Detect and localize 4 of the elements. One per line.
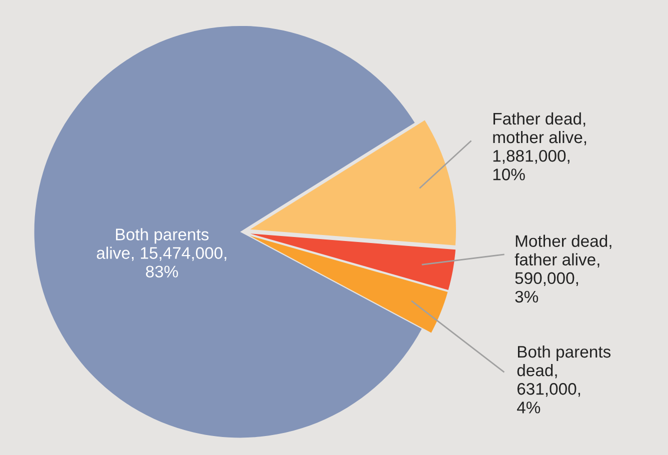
slice-label: Mother dead, father alive, 590,000, 3% [514, 234, 612, 303]
slice-label: Father dead, mother alive, 1,881,000, 10% [493, 112, 586, 180]
slice-label: Both parents alive, 15,474,000, 83% [96, 228, 226, 278]
slice-label: Both parents dead, 631,000, 4% [517, 345, 611, 414]
